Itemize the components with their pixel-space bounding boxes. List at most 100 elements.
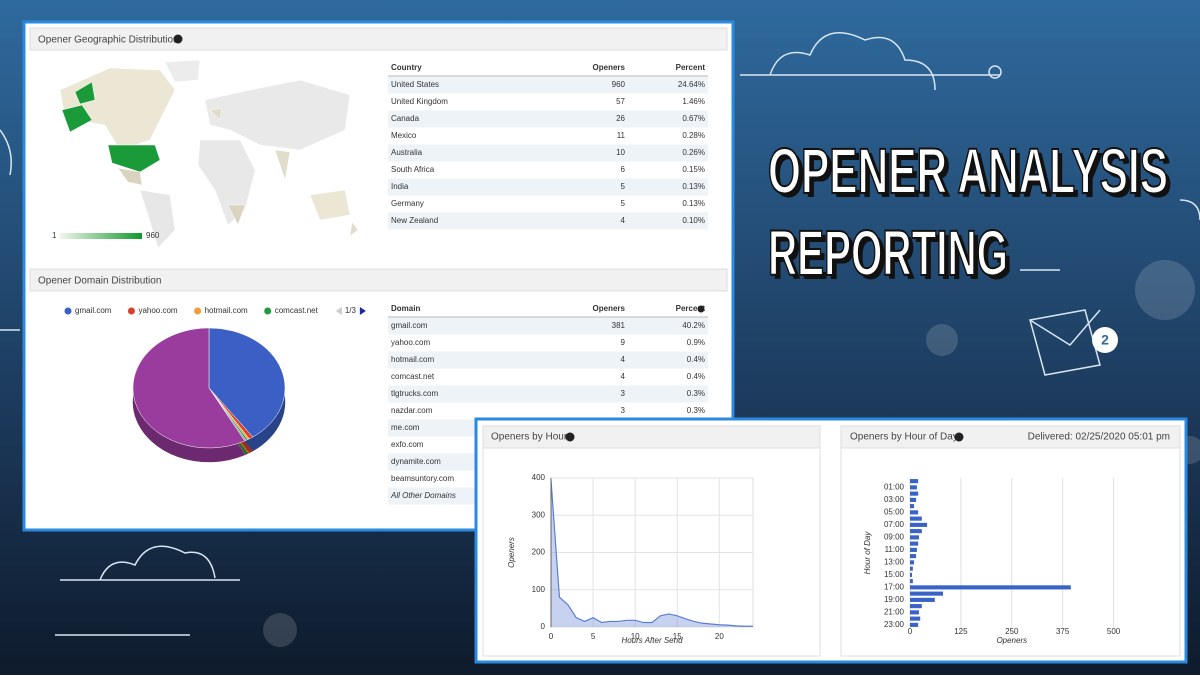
bar-chart: 0 125 250 375 500 01:00 03:00 05:00 07:00 09:00 11… [863, 478, 1121, 645]
bar [910, 485, 917, 490]
y-tick-label: 0 [541, 622, 546, 631]
panel-title: Openers by Hour of Day [850, 432, 958, 443]
badge-number: 2 [1101, 332, 1109, 348]
x-tick-label: 125 [954, 627, 968, 636]
info-icon[interactable] [954, 432, 964, 442]
row-shade [388, 76, 708, 94]
cell: me.com [391, 423, 420, 432]
column-header: Domain [391, 304, 420, 313]
pager-prev[interactable] [335, 307, 342, 315]
legend-swatch[interactable] [127, 307, 135, 315]
column-header: Percent [676, 304, 706, 313]
cell: New Zealand [391, 216, 438, 225]
cell: 3 [621, 406, 626, 415]
y-tick-label: 21:00 [884, 607, 905, 616]
cell: 11 [617, 131, 626, 140]
y-tick-label: 400 [532, 473, 546, 482]
bar [910, 616, 921, 621]
cell: 0.26% [682, 148, 705, 157]
cell: 0.10% [682, 216, 705, 225]
info-icon[interactable] [565, 432, 575, 442]
line-chart: 0 100 200 300 400 0 5 10 15 20 Hours After Send Ope… [507, 473, 754, 645]
legend-label[interactable]: gmail.com [75, 306, 112, 315]
x-tick-label: 10 [631, 632, 640, 641]
cell: 0.67% [682, 114, 705, 123]
cell: 57 [616, 97, 625, 106]
legend-label[interactable]: comcast.net [275, 306, 319, 315]
bar [910, 554, 917, 559]
row-shade [388, 351, 708, 369]
headline-shadow: OPENER ANALYSIS [772, 139, 1172, 211]
legend-swatch[interactable] [194, 307, 202, 315]
column-header: Percent [676, 63, 706, 72]
bar [910, 497, 917, 502]
legend-label[interactable]: yahoo.com [138, 306, 177, 315]
y-axis-title: Hour of Day [863, 531, 872, 575]
y-tick-label: 13:00 [884, 557, 905, 566]
info-icon[interactable] [697, 305, 705, 313]
badge [1092, 327, 1118, 353]
y-tick-label: 17:00 [884, 582, 905, 591]
legend-swatch[interactable] [264, 307, 272, 315]
column-header: Openers [593, 304, 626, 313]
pie-slice [208, 327, 286, 438]
cell: hotmail.com [391, 355, 434, 364]
y-tick-label: 03:00 [884, 495, 905, 504]
bar [910, 597, 935, 602]
cell: 3 [621, 389, 626, 398]
row-shade [388, 178, 708, 196]
cell: 24.64% [678, 80, 705, 89]
decor [0, 32, 1200, 636]
panel-title: Opener Geographic Distribution [38, 35, 179, 46]
legend-label[interactable]: hotmail.com [205, 306, 248, 315]
y-tick-label: 05:00 [884, 507, 905, 516]
cell: gmail.com [391, 321, 428, 330]
y-tick-label: 23:00 [884, 620, 905, 629]
panel-header [482, 425, 821, 449]
pager-next[interactable] [359, 307, 366, 315]
bar [910, 541, 919, 546]
info-icon[interactable] [173, 34, 183, 44]
cell: 26 [616, 114, 625, 123]
bar [910, 604, 922, 609]
bar [910, 622, 919, 627]
pie-chart: gmail.com yahoo.com hotmail.com comcast.net… [64, 306, 366, 463]
legend-swatch[interactable] [64, 307, 72, 315]
headline-line: OPENER ANALYSIS [768, 135, 1168, 207]
column-header: Openers [593, 63, 626, 72]
cell: Germany [391, 199, 424, 208]
x-tick-label: 0 [549, 632, 554, 641]
panel-title: Opener Domain Distribution [38, 276, 161, 287]
y-axis-title: Openers [507, 537, 516, 568]
bar [910, 510, 919, 515]
bar [910, 516, 922, 521]
cell: nazdar.com [391, 406, 433, 415]
y-tick-label: 300 [532, 510, 546, 519]
world-map [59, 59, 359, 249]
row-shade [388, 385, 708, 403]
bar [910, 579, 913, 584]
cell: 5 [621, 199, 626, 208]
cell: All Other Domains [390, 491, 456, 500]
bar [910, 591, 943, 596]
y-tick-label: 07:00 [884, 520, 905, 529]
cell: 4 [621, 355, 626, 364]
cell: 0.13% [682, 199, 705, 208]
cell: 0.4% [687, 372, 705, 381]
cell: India [391, 182, 409, 191]
row-shade [388, 212, 708, 230]
cell: exfo.com [391, 440, 424, 449]
y-tick-label: 200 [532, 548, 546, 557]
bar [910, 522, 928, 527]
row-shade [388, 110, 708, 128]
y-tick-label: 11:00 [885, 545, 905, 554]
bar [910, 560, 915, 565]
bar [910, 566, 913, 571]
cell: 4 [621, 216, 626, 225]
cell: 1.46% [682, 97, 705, 106]
cell: 4 [621, 372, 626, 381]
cell: 40.2% [682, 321, 705, 330]
x-tick-label: 500 [1107, 627, 1121, 636]
cell: Mexico [391, 131, 417, 140]
